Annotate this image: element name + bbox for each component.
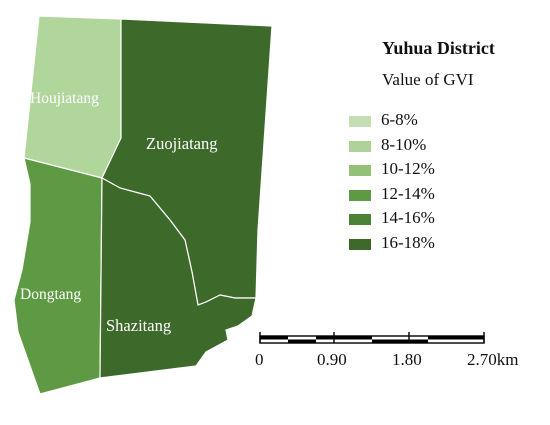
region-label-houjiatang: Houjiatang (30, 90, 99, 107)
scale-bar-segment (372, 339, 428, 343)
scale-bar-segment (260, 336, 288, 340)
region-label-zuojiatang: Zuojiatang (146, 134, 217, 153)
region-shazitang (99, 176, 257, 379)
scale-label: 1.80 (392, 350, 422, 369)
legend-label: 14-16% (381, 208, 435, 227)
region-label-dongtang: Dongtang (20, 286, 81, 303)
legend-label: 10-12% (381, 159, 435, 178)
legend-swatch (349, 140, 371, 152)
legend-swatch (349, 116, 371, 127)
legend-label: 16-18% (381, 232, 435, 252)
region-label-shazitang: Shazitang (106, 316, 171, 335)
legend-label: 12-14% (381, 183, 435, 203)
legend-swatch (349, 165, 371, 176)
legend-subtitle: Value of GVI (382, 70, 474, 89)
scale-label: 0.90 (317, 350, 347, 369)
scale-bar-segment (428, 336, 484, 340)
scale-label: 2.70km (467, 350, 519, 369)
legend-title: Yuhua District (382, 38, 495, 58)
scale-bar-segment (288, 339, 316, 343)
scale-label: 0 (255, 350, 264, 369)
legend-label: 8-10% (381, 134, 427, 154)
legend-swatch (349, 214, 371, 225)
legend-label: 6-8% (381, 110, 418, 129)
scale-bar-segment (316, 336, 372, 340)
legend-swatch (349, 238, 371, 250)
legend-swatch (349, 189, 371, 201)
